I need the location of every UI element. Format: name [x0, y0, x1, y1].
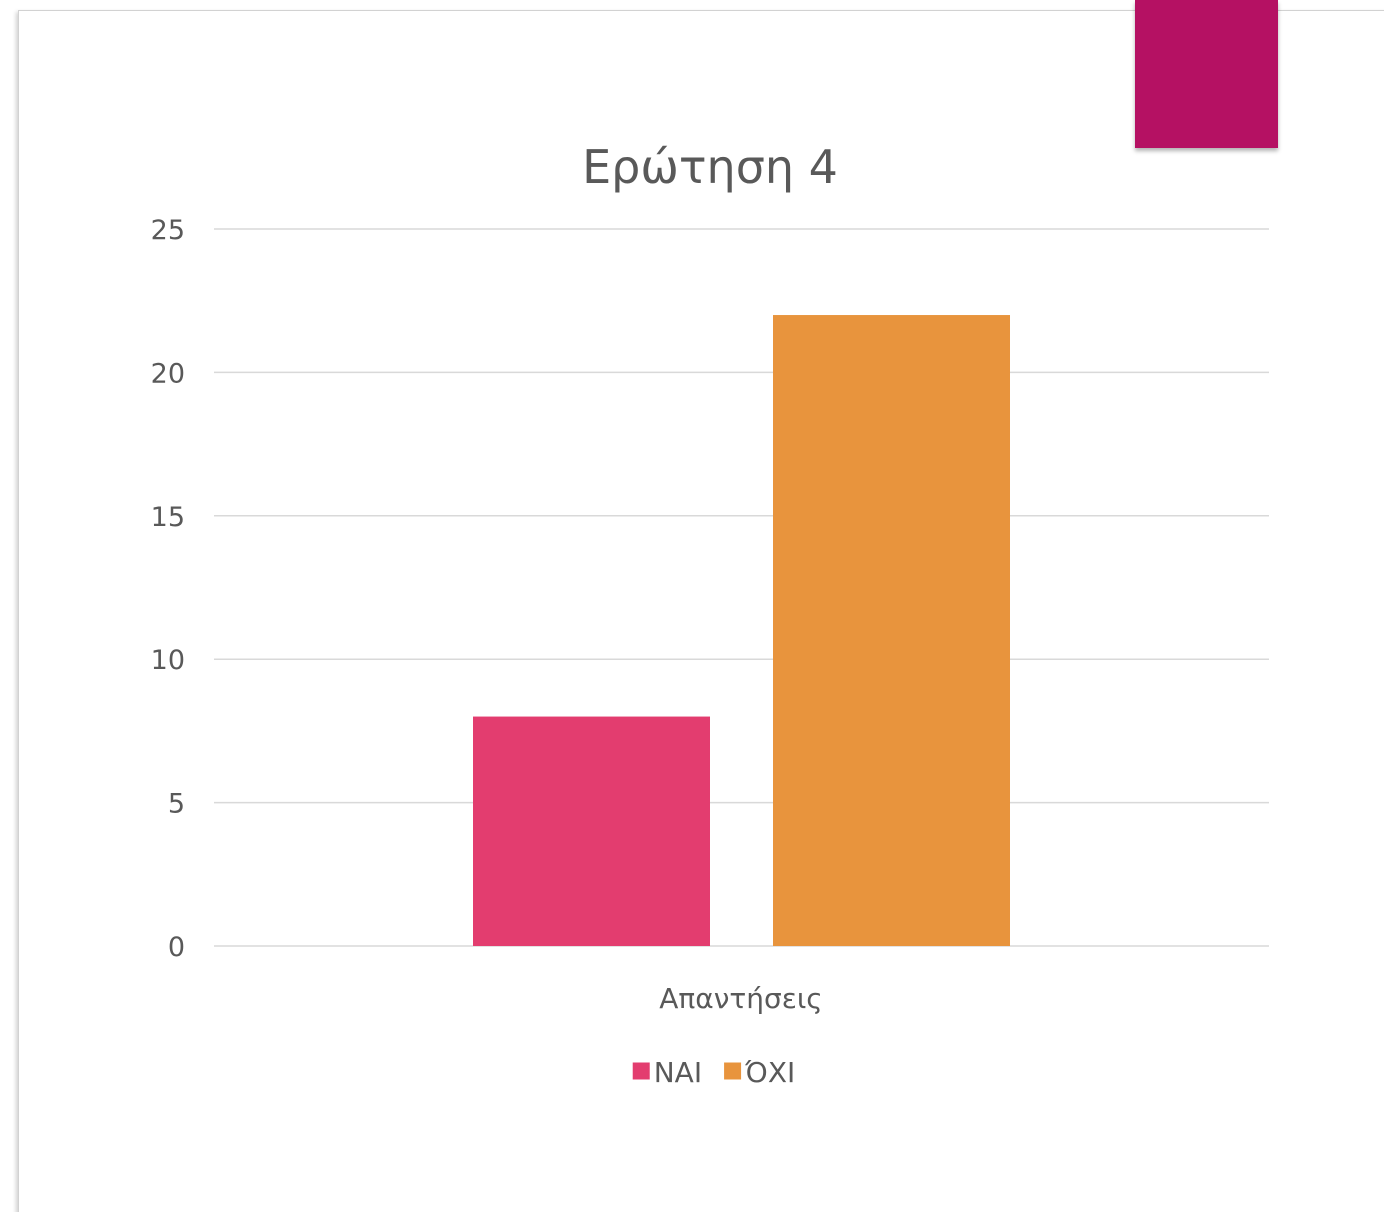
legend-label: ΌΧΙ [744, 1056, 795, 1089]
y-tick-label: 10 [151, 645, 185, 676]
legend: ΝΑΙ ΌΧΙ [632, 1056, 795, 1089]
chart-title: Ερώτηση 4 [582, 140, 838, 194]
bar-yes [473, 716, 710, 946]
bar-no [773, 315, 1010, 946]
bars [473, 315, 1010, 946]
legend-swatch [724, 1062, 742, 1080]
y-tick-label: 15 [151, 502, 185, 533]
gridlines [214, 228, 1269, 947]
y-tick-label: 20 [151, 358, 185, 389]
legend-item: ΝΑΙ [632, 1056, 702, 1089]
y-axis-tick-labels: 0 5 10 15 20 25 [151, 215, 185, 963]
x-axis-category-label: Απαντήσεις [659, 982, 823, 1015]
y-tick-label: 25 [151, 215, 185, 246]
legend-label: ΝΑΙ [654, 1056, 702, 1089]
legend-item: ΌΧΙ [724, 1056, 795, 1089]
slide-panel [18, 10, 1384, 1212]
accent-tab [1135, 0, 1278, 148]
y-tick-label: 5 [168, 789, 185, 820]
y-tick-label: 0 [168, 932, 185, 963]
legend-swatch [632, 1062, 650, 1080]
